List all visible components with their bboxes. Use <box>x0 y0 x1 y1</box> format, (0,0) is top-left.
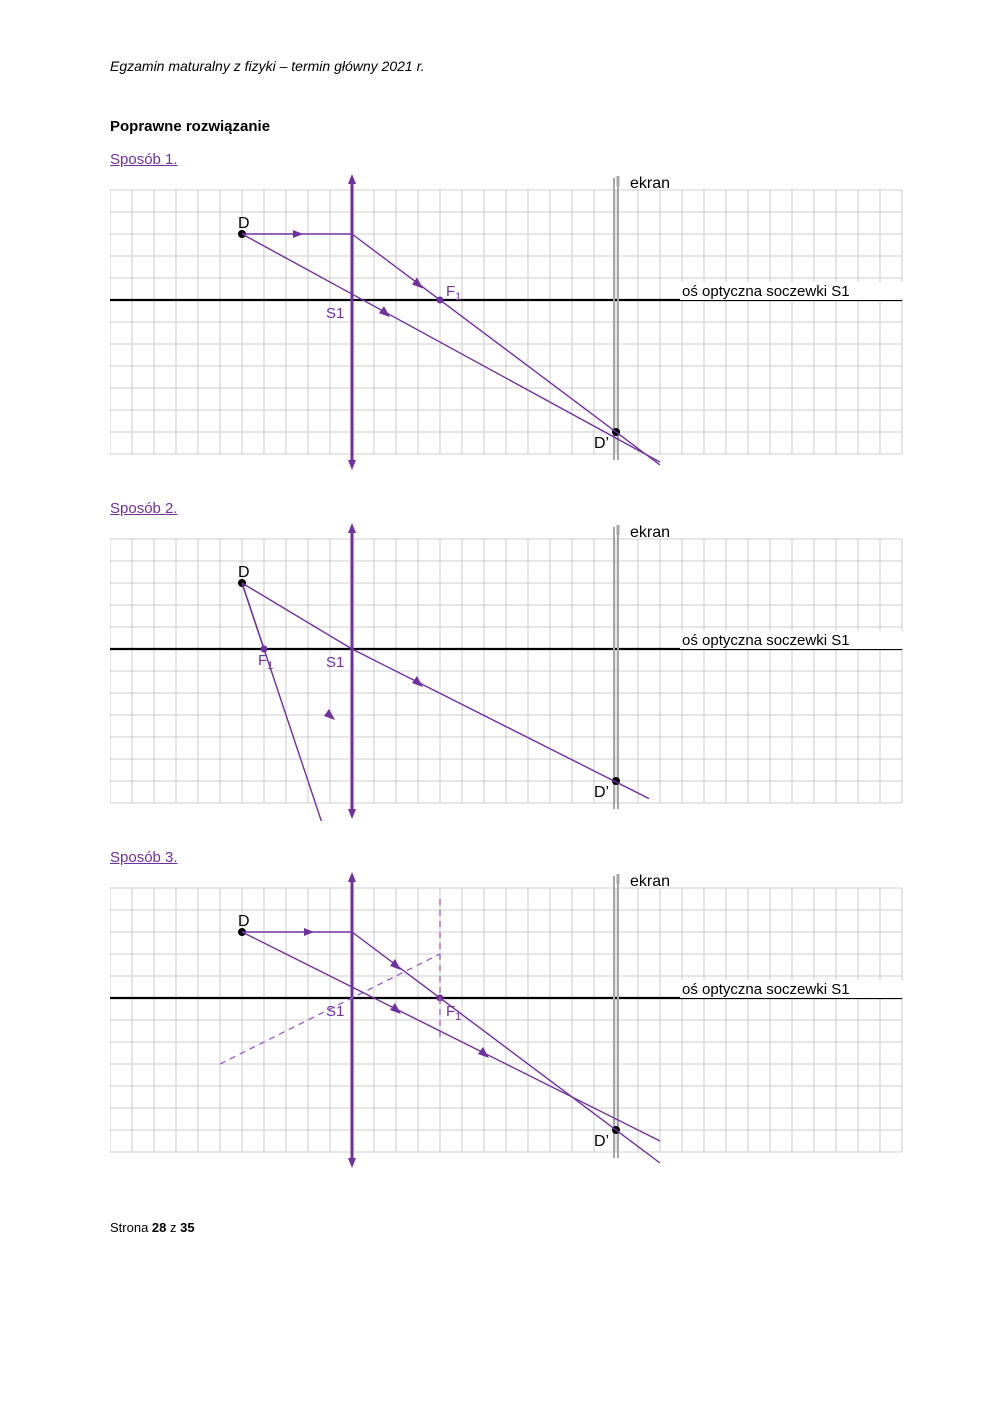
svg-text:oś optyczna soczewki S1: oś optyczna soczewki S1 <box>682 632 850 649</box>
optics-diagram-3: ekranoś optyczna soczewki S1DD’S1F1 <box>110 870 950 1170</box>
section-title: Poprawne rozwiązanie <box>110 118 883 135</box>
footer-current: 28 <box>152 1220 166 1235</box>
svg-text:D: D <box>238 913 250 930</box>
method-label-2: Sposób 2. <box>110 500 883 517</box>
footer-mid: z <box>166 1220 180 1235</box>
method-label-1: Sposób 1. <box>110 151 883 168</box>
svg-text:D: D <box>238 215 250 232</box>
svg-text:D’: D’ <box>594 435 609 452</box>
svg-text:ekran: ekran <box>630 873 670 890</box>
svg-text:oś optyczna soczewki S1: oś optyczna soczewki S1 <box>682 981 850 998</box>
svg-text:S1: S1 <box>326 654 344 671</box>
svg-text:ekran: ekran <box>630 175 670 192</box>
svg-text:S1: S1 <box>326 305 344 322</box>
page-footer: Strona 28 z 35 <box>110 1220 883 1235</box>
optics-diagram-2: ekranoś optyczna soczewki S1DD’S1F1 <box>110 521 950 821</box>
svg-text:D: D <box>238 564 250 581</box>
svg-text:D’: D’ <box>594 1133 609 1150</box>
footer-prefix: Strona <box>110 1220 152 1235</box>
method-label-3: Sposób 3. <box>110 849 883 866</box>
svg-text:ekran: ekran <box>630 524 670 541</box>
page-header: Egzamin maturalny z fizyki – termin głów… <box>110 58 883 74</box>
svg-text:oś optyczna soczewki S1: oś optyczna soczewki S1 <box>682 283 850 300</box>
optics-diagram-1: ekranoś optyczna soczewki S1DD’S1F1 <box>110 172 950 472</box>
footer-total: 35 <box>180 1220 194 1235</box>
svg-text:D’: D’ <box>594 784 609 801</box>
svg-text:S1: S1 <box>326 1003 344 1020</box>
